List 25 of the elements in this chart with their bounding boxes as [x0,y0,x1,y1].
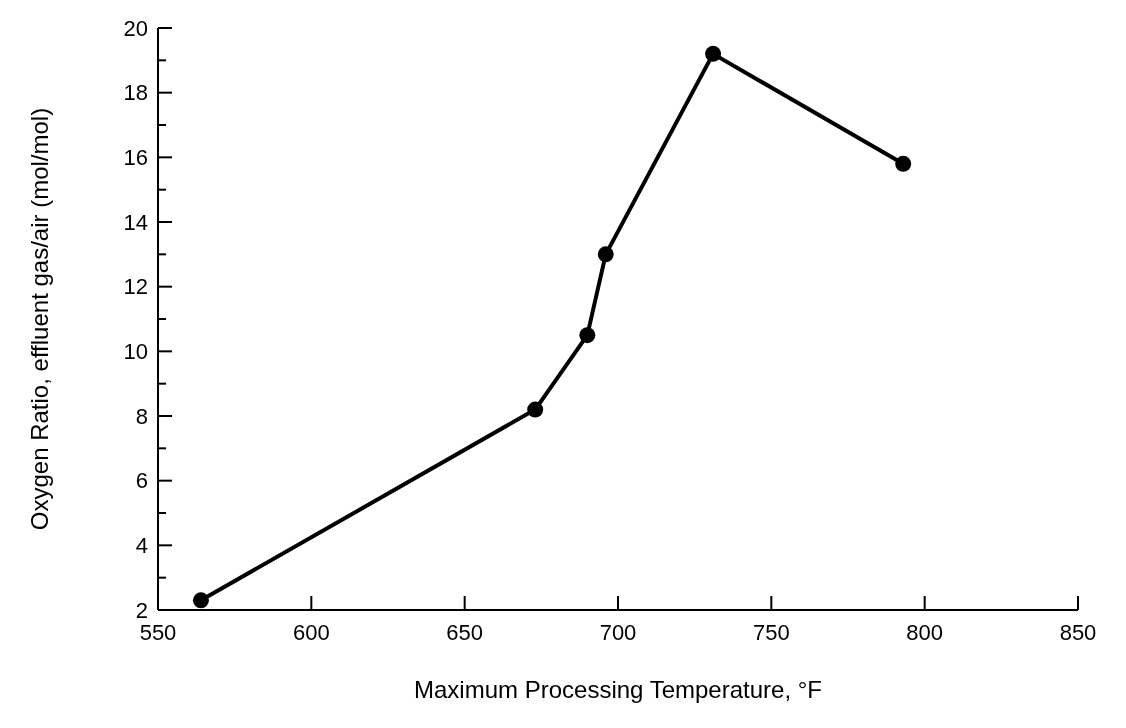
x-tick-label: 800 [906,620,944,645]
y-tick-label: 16 [123,145,148,171]
y-tick-label: 8 [135,403,148,429]
y-axis-title: Oxygen Ratio, effluent gas/air (mol/mol) [26,107,53,531]
x-tick-label: 600 [292,620,330,645]
x-tick-label: 850 [1059,620,1097,645]
x-tick-label: 650 [446,620,484,645]
x-tick-label: 750 [752,620,790,645]
point [705,45,722,62]
y-tick-label: 6 [135,468,148,494]
y-tick-label: 10 [123,339,148,365]
x-tick-label: 550 [139,620,177,645]
point [527,401,544,418]
point [192,592,209,609]
y-tick-label: 4 [135,533,148,559]
y-tick-label: 2 [135,597,148,623]
point [895,155,912,172]
point [597,246,614,263]
point [579,327,596,344]
x-tick-label: 700 [599,620,637,645]
y-tick-label: 18 [123,80,148,106]
y-tick-label: 20 [123,15,148,41]
x-axis-title: Maximum Processing Temperature, °F [414,676,822,703]
y-tick-label: 12 [123,274,148,300]
y-tick-label: 14 [123,209,148,235]
